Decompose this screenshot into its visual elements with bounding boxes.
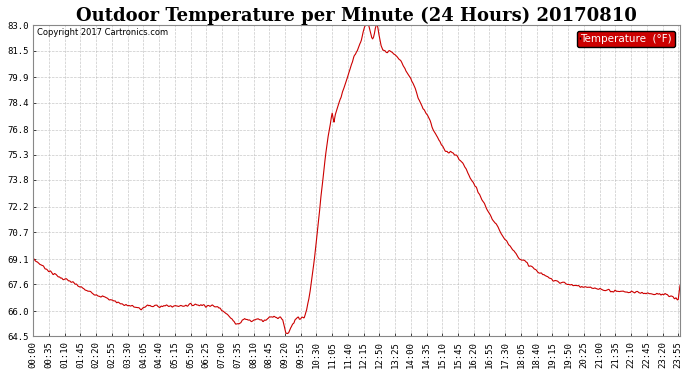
Title: Outdoor Temperature per Minute (24 Hours) 20170810: Outdoor Temperature per Minute (24 Hours… (76, 7, 637, 25)
Legend: Temperature  (°F): Temperature (°F) (577, 31, 675, 47)
Text: Copyright 2017 Cartronics.com: Copyright 2017 Cartronics.com (37, 28, 168, 38)
